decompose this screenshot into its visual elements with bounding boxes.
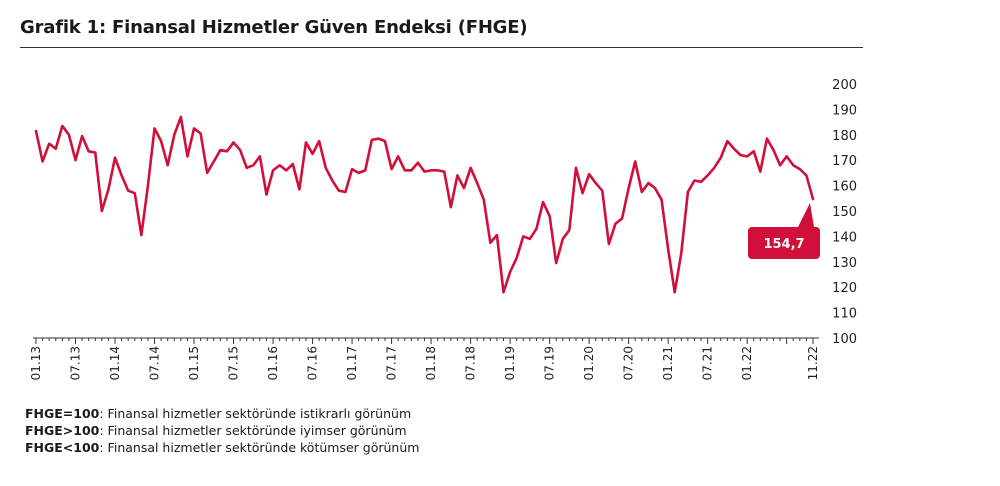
note-key-1: FHGE=100 xyxy=(25,406,100,421)
callout-pointer xyxy=(798,203,814,227)
series-line-fhge xyxy=(34,115,815,294)
chart-title: Grafik 1: Finansal Hizmetler Güven Endek… xyxy=(20,17,528,38)
y-tick-label: 170 xyxy=(832,154,857,169)
y-tick-label: 160 xyxy=(832,180,857,195)
y-tick-label: 190 xyxy=(832,103,857,118)
x-tick-label: 07.19 xyxy=(543,346,557,380)
last-value-label: 154,7 xyxy=(763,237,804,252)
y-tick-label: 150 xyxy=(832,205,857,220)
y-tick-label: 100 xyxy=(832,332,857,347)
x-tick-label: 07.14 xyxy=(148,346,162,380)
y-axis: 100 110 120 130 140 150 160 170 180 190 200 xyxy=(832,78,857,347)
x-tick-label: 01.13 xyxy=(29,346,43,380)
note-line-2: FHGE>100: Finansal hizmetler sektöründe … xyxy=(25,422,419,439)
note-text-1: : Finansal hizmetler sektöründe istikrar… xyxy=(99,406,412,421)
y-tick-label: 110 xyxy=(832,307,857,322)
x-tick-label: 07.16 xyxy=(306,346,320,380)
y-tick-label: 120 xyxy=(832,281,857,296)
x-axis: 01.13 07.13 01.14 07.14 01.15 07.15 01.16 07.16… xyxy=(29,337,820,380)
x-tick-label: 01.21 xyxy=(661,346,675,380)
x-tick-label: 07.18 xyxy=(464,346,478,380)
y-tick-label: 200 xyxy=(832,78,857,93)
legend-notes: FHGE=100: Finansal hizmetler sektöründe … xyxy=(25,405,419,456)
x-tick-label: 07.20 xyxy=(622,346,636,380)
x-tick-label: 07.13 xyxy=(69,346,83,380)
x-tick-label: 07.15 xyxy=(227,346,241,380)
y-tick-label: 140 xyxy=(832,230,857,245)
x-tick-label: 01.16 xyxy=(266,346,280,380)
x-tick-label: 01.22 xyxy=(740,346,754,380)
x-tick-label: 01.19 xyxy=(503,346,517,380)
x-tick-label: 11.22 xyxy=(806,346,820,380)
x-tick-label: 01.15 xyxy=(187,346,201,380)
x-tick-label: 01.14 xyxy=(108,346,122,380)
note-line-1: FHGE=100: Finansal hizmetler sektöründe … xyxy=(25,405,419,422)
note-text-3: : Finansal hizmetler sektöründe kötümser… xyxy=(99,440,420,455)
note-text-2: : Finansal hizmetler sektöründe iyimser … xyxy=(99,423,407,438)
note-line-3: FHGE<100: Finansal hizmetler sektöründe … xyxy=(25,439,419,456)
y-tick-label: 180 xyxy=(832,129,857,144)
title-divider xyxy=(20,47,863,48)
x-tick-label: 07.17 xyxy=(385,346,399,380)
x-tick-label: 01.20 xyxy=(582,346,596,380)
x-tick-label: 01.18 xyxy=(424,346,438,380)
note-key-3: FHGE<100 xyxy=(25,440,100,455)
x-tick-label: 07.21 xyxy=(701,346,715,380)
x-tick-label: 01.17 xyxy=(345,346,359,380)
note-key-2: FHGE>100 xyxy=(25,423,100,438)
last-value-callout: 154,7 xyxy=(748,203,820,259)
y-tick-label: 130 xyxy=(832,256,857,271)
callout-box xyxy=(748,227,820,259)
